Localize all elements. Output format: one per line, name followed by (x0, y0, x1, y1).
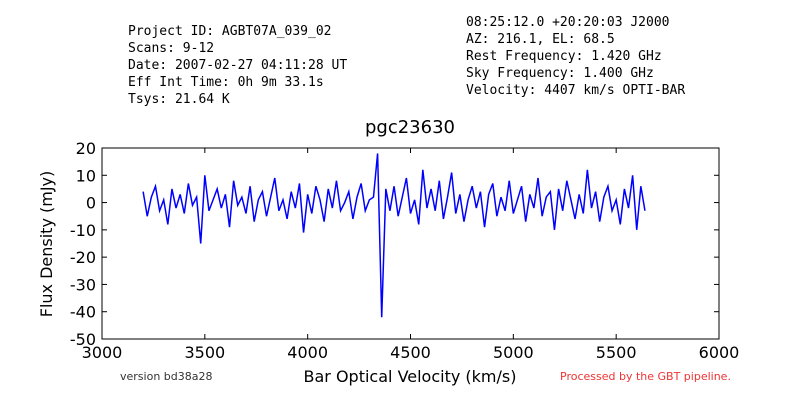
y-tick-label: -30 (70, 275, 96, 294)
x-tick-label: 4000 (287, 343, 328, 362)
version: version bd38a28 (120, 370, 213, 383)
y-tick-label: -50 (70, 330, 96, 349)
header-line: Project ID: AGBT07A_039_02 (128, 24, 332, 39)
x-axis-label: Bar Optical Velocity (km/s) (304, 367, 517, 386)
y-tick-label: 0 (86, 194, 96, 213)
x-tick-label: 6000 (699, 343, 740, 362)
y-tick-label: 20 (76, 139, 96, 158)
header-line: Velocity: 4407 km/s OPTI-BAR (466, 83, 685, 98)
y-tick-label: -20 (70, 248, 96, 267)
header-line: 08:25:12.0 +20:20:03 J2000 (466, 15, 670, 30)
header-line: Sky Frequency: 1.400 GHz (466, 66, 654, 81)
y-axis-label: Flux Density (mJy) (37, 171, 56, 318)
x-tick-label: 3500 (184, 343, 225, 362)
header-line: Rest Frequency: 1.420 GHz (466, 49, 662, 64)
y-tick-label: -10 (70, 221, 96, 240)
header-line: Tsys: 21.64 K (128, 92, 230, 107)
header-line: Eff Int Time: 0h 9m 33.1s (128, 75, 324, 90)
header-line: AZ: 216.1, EL: 68.5 (466, 32, 615, 47)
header-line: Date: 2007-02-27 04:11:28 UT (128, 58, 347, 73)
y-tick-label: 10 (76, 166, 96, 185)
x-tick-label: 3000 (82, 343, 123, 362)
pipeline-note: Processed by the GBT pipeline. (560, 370, 731, 383)
x-tick-label: 4500 (390, 343, 431, 362)
x-tick-label: 5000 (493, 343, 534, 362)
spectrum-line (142, 153, 646, 318)
chart-title: pgc23630 (365, 117, 455, 138)
plot-frame (101, 147, 720, 340)
y-tick-label: -40 (70, 303, 96, 322)
header-line: Scans: 9-12 (128, 41, 214, 56)
x-tick-label: 5500 (596, 343, 637, 362)
